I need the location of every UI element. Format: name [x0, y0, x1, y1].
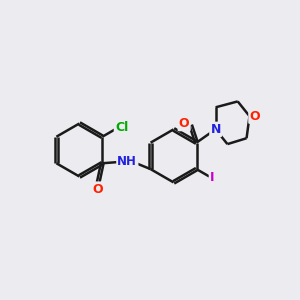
Text: Cl: Cl: [115, 121, 128, 134]
Text: NH: NH: [117, 155, 137, 168]
Text: I: I: [210, 172, 214, 184]
Text: N: N: [211, 123, 221, 136]
Text: O: O: [250, 110, 260, 123]
Text: O: O: [93, 183, 103, 196]
Text: O: O: [179, 117, 190, 130]
